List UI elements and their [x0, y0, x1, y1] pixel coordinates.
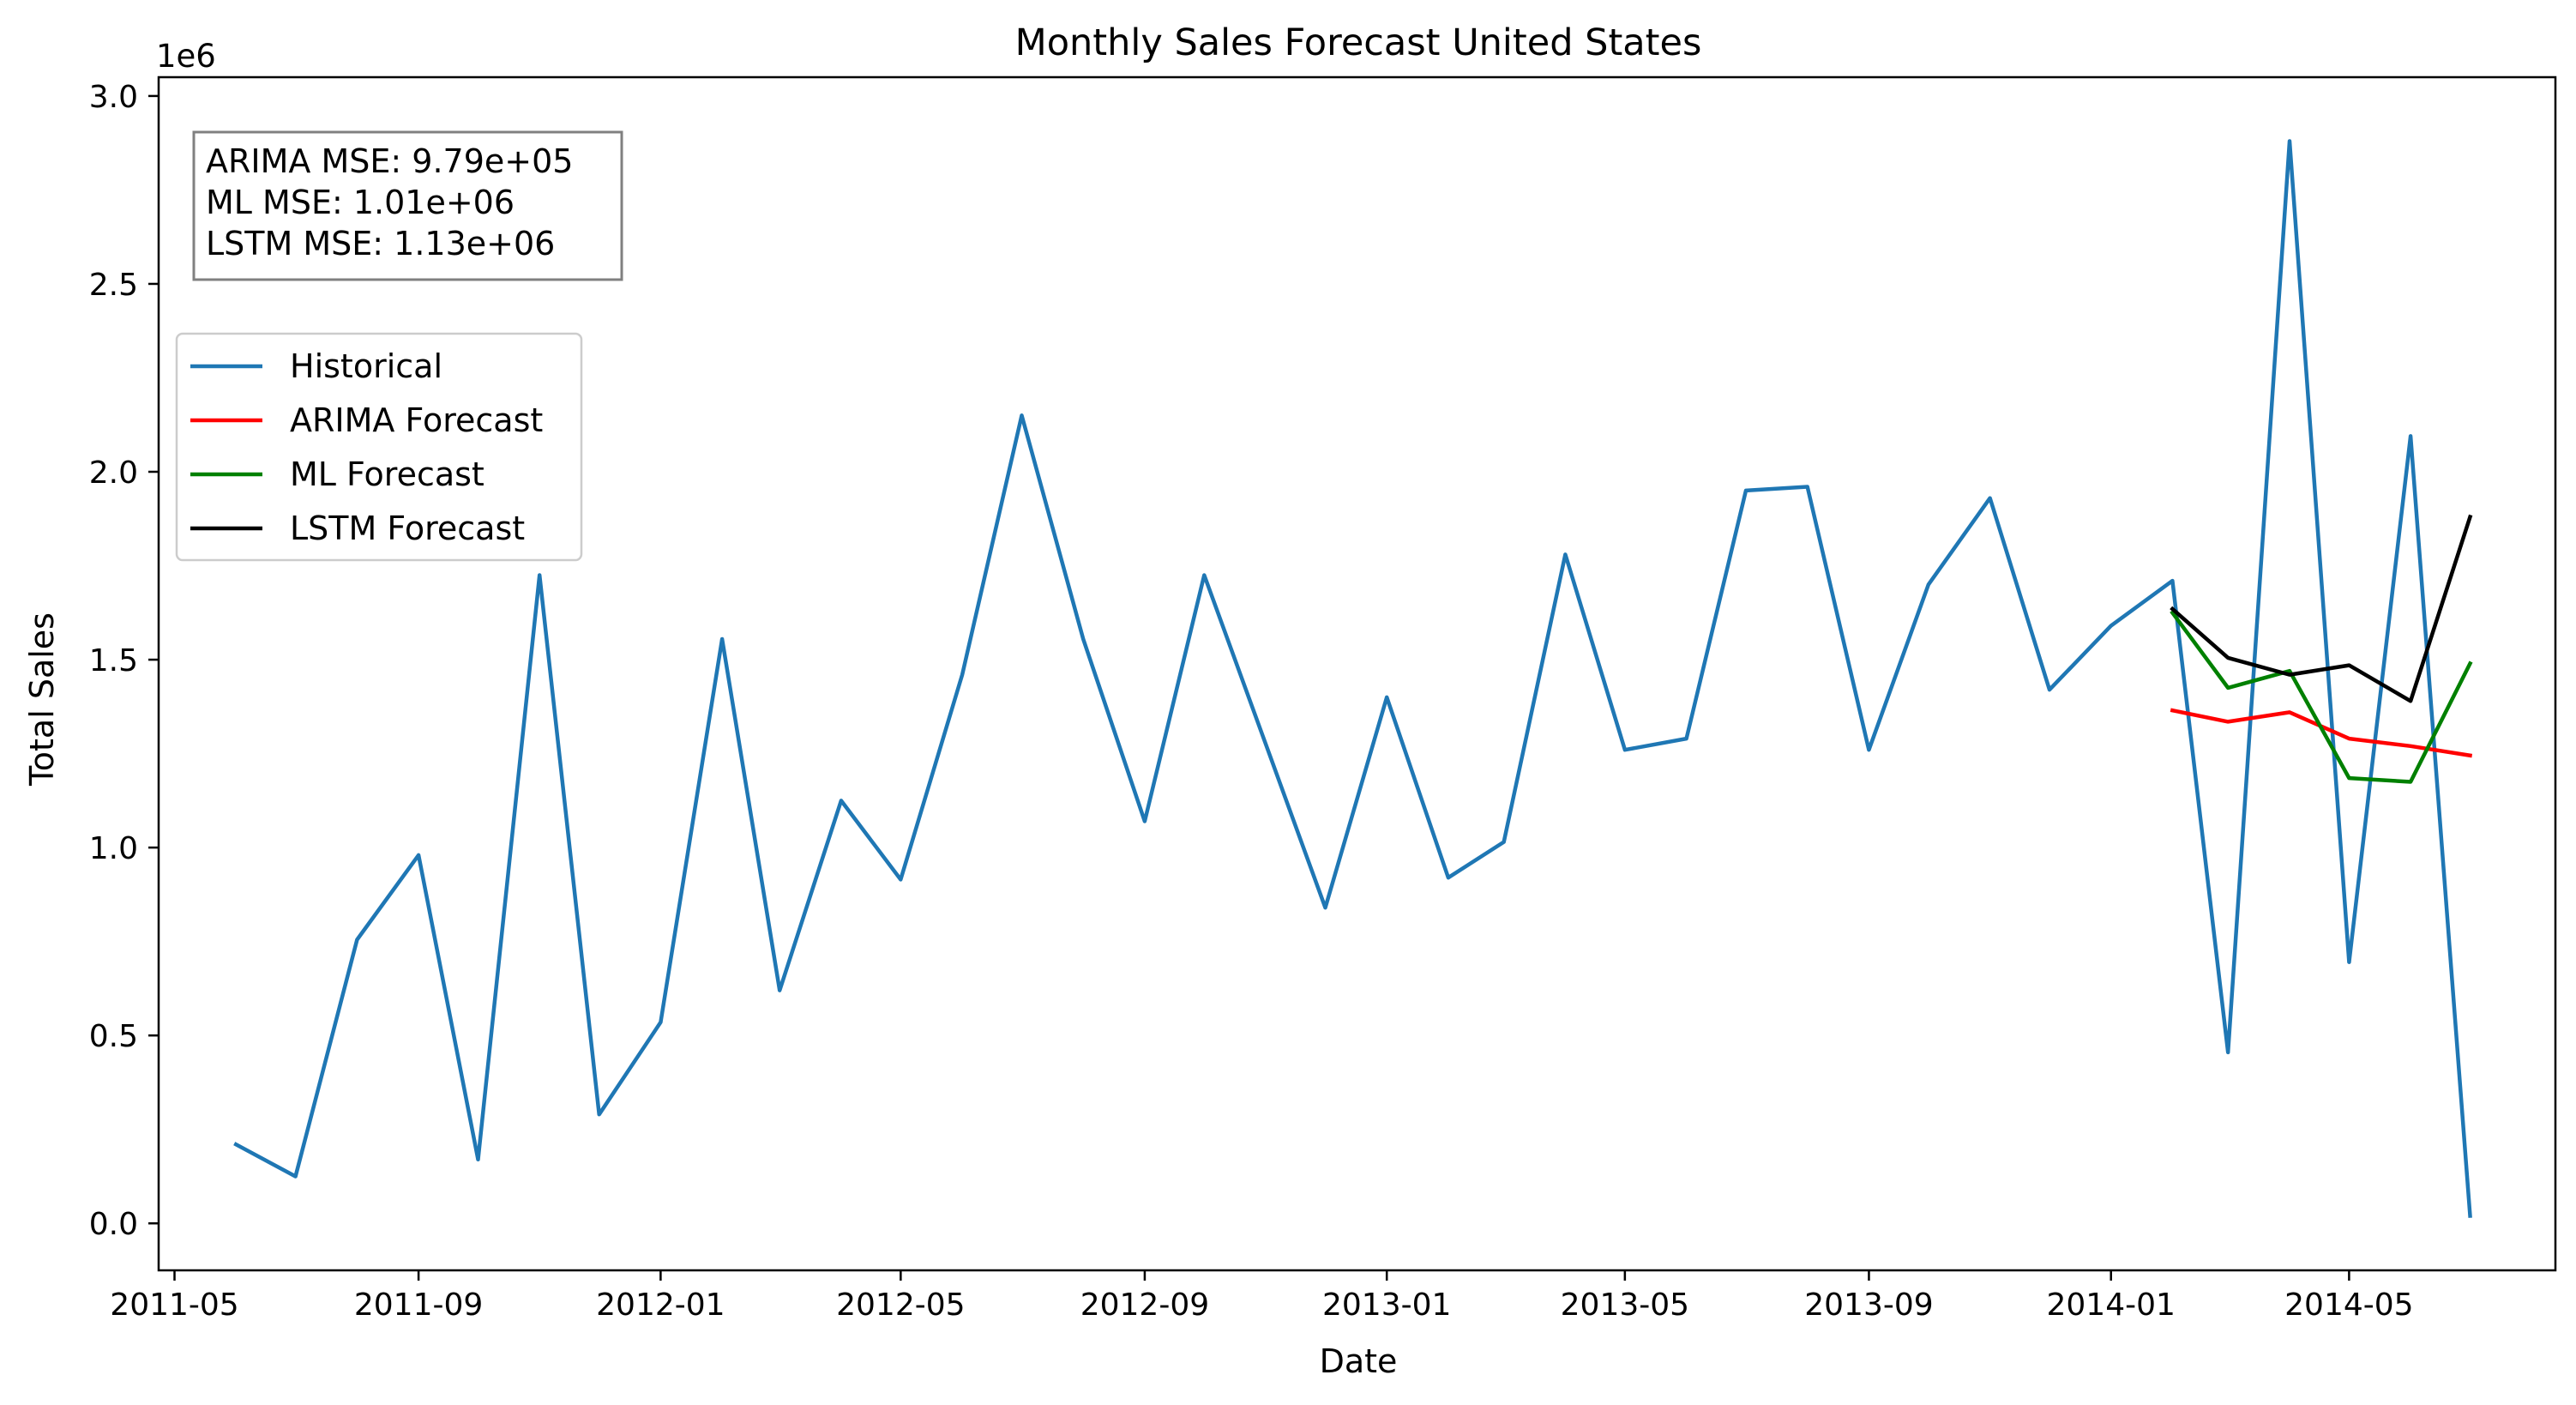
- x-tick-label: 2014-01: [2047, 1287, 2176, 1323]
- annotation-line: LSTM MSE: 1.13e+06: [206, 225, 555, 262]
- y-tick-label: 1.5: [89, 643, 138, 678]
- series-line-ml-forecast: [2170, 610, 2473, 784]
- annotation-box: [192, 130, 623, 281]
- annotation-line: ARIMA MSE: 9.79e+05: [206, 142, 573, 180]
- legend-box: [175, 332, 583, 562]
- x-tick-label: 2011-05: [110, 1287, 238, 1323]
- y-tick-label: 2.0: [89, 455, 138, 491]
- legend-label: LSTM Forecast: [290, 510, 525, 547]
- x-tick-label: 2012-05: [836, 1287, 965, 1323]
- y-tick-label: 3.0: [89, 80, 138, 115]
- legend-label: Historical: [290, 347, 442, 385]
- annotation-line: ML MSE: 1.01e+06: [206, 184, 515, 221]
- plot-frame: [157, 75, 2557, 1272]
- series-line-lstm-forecast: [2170, 514, 2473, 703]
- y-tick-label: 1.0: [89, 831, 138, 866]
- x-tick-label: 2014-05: [2284, 1287, 2413, 1323]
- series-line-historical: [233, 139, 2472, 1218]
- y-axis-label: Total Sales: [23, 612, 61, 787]
- mse-annotation: ARIMA MSE: 9.79e+05 ML MSE: 1.01e+06 LSTM …: [192, 130, 623, 281]
- x-axis-label: Date: [1320, 1342, 1398, 1380]
- x-tick-label: 2011-09: [354, 1287, 483, 1323]
- x-tick-label: 2013-05: [1561, 1287, 1689, 1323]
- y-offset-label: 1e6: [156, 38, 216, 75]
- x-tick-label: 2012-09: [1080, 1287, 1209, 1323]
- y-tick-label: 0.5: [89, 1019, 138, 1054]
- x-tick-label: 2013-09: [1804, 1287, 1933, 1323]
- legend-label: ML Forecast: [290, 455, 485, 493]
- y-tick-label: 2.5: [89, 268, 138, 303]
- legend-label: ARIMA Forecast: [290, 401, 543, 439]
- x-tick-label: 2012-01: [596, 1287, 725, 1323]
- x-tick-label: 2013-01: [1322, 1287, 1451, 1323]
- y-tick-label: 0.0: [89, 1207, 138, 1242]
- chart-title: Monthly Sales Forecast United States: [1015, 21, 1702, 64]
- legend: Historical ARIMA Forecast ML Forecast LSTM …: [175, 332, 583, 562]
